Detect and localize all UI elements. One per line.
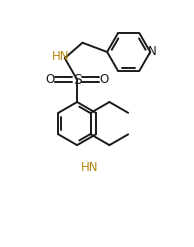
Text: O: O <box>100 73 109 86</box>
Text: HN: HN <box>51 50 69 63</box>
Text: O: O <box>45 73 54 86</box>
Text: S: S <box>73 73 81 87</box>
Text: N: N <box>148 45 157 59</box>
Text: HN: HN <box>81 161 98 174</box>
